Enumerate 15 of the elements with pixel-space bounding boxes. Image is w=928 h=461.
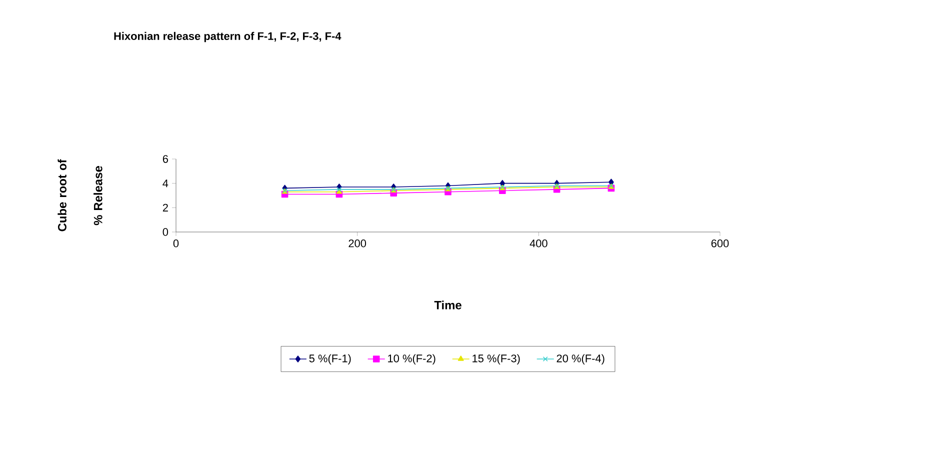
x-tick-label: 600 (711, 240, 729, 248)
legend-label: 5 %(F-1) (309, 354, 351, 364)
legend-label: 15 %(F-3) (472, 354, 520, 364)
y-tick-label: 2 (162, 204, 168, 212)
text: Cube root of % Release (58, 159, 102, 232)
legend-label: 10 %(F-2) (388, 354, 436, 364)
y-tick-label: 0 (162, 228, 168, 236)
chart-title: Hixonian release pattern of F-1, F-2, F-3, F-4 (114, 32, 342, 42)
legend-label: 20 %(F-4) (556, 354, 604, 364)
y-tick-label: 4 (162, 180, 168, 188)
x-tick-label: 0 (173, 240, 179, 248)
x-tick-label: 400 (530, 240, 548, 248)
x-axis-title: Time (434, 300, 462, 310)
x-tick-label: 200 (348, 240, 366, 248)
y-tick-label: 6 (162, 155, 168, 163)
